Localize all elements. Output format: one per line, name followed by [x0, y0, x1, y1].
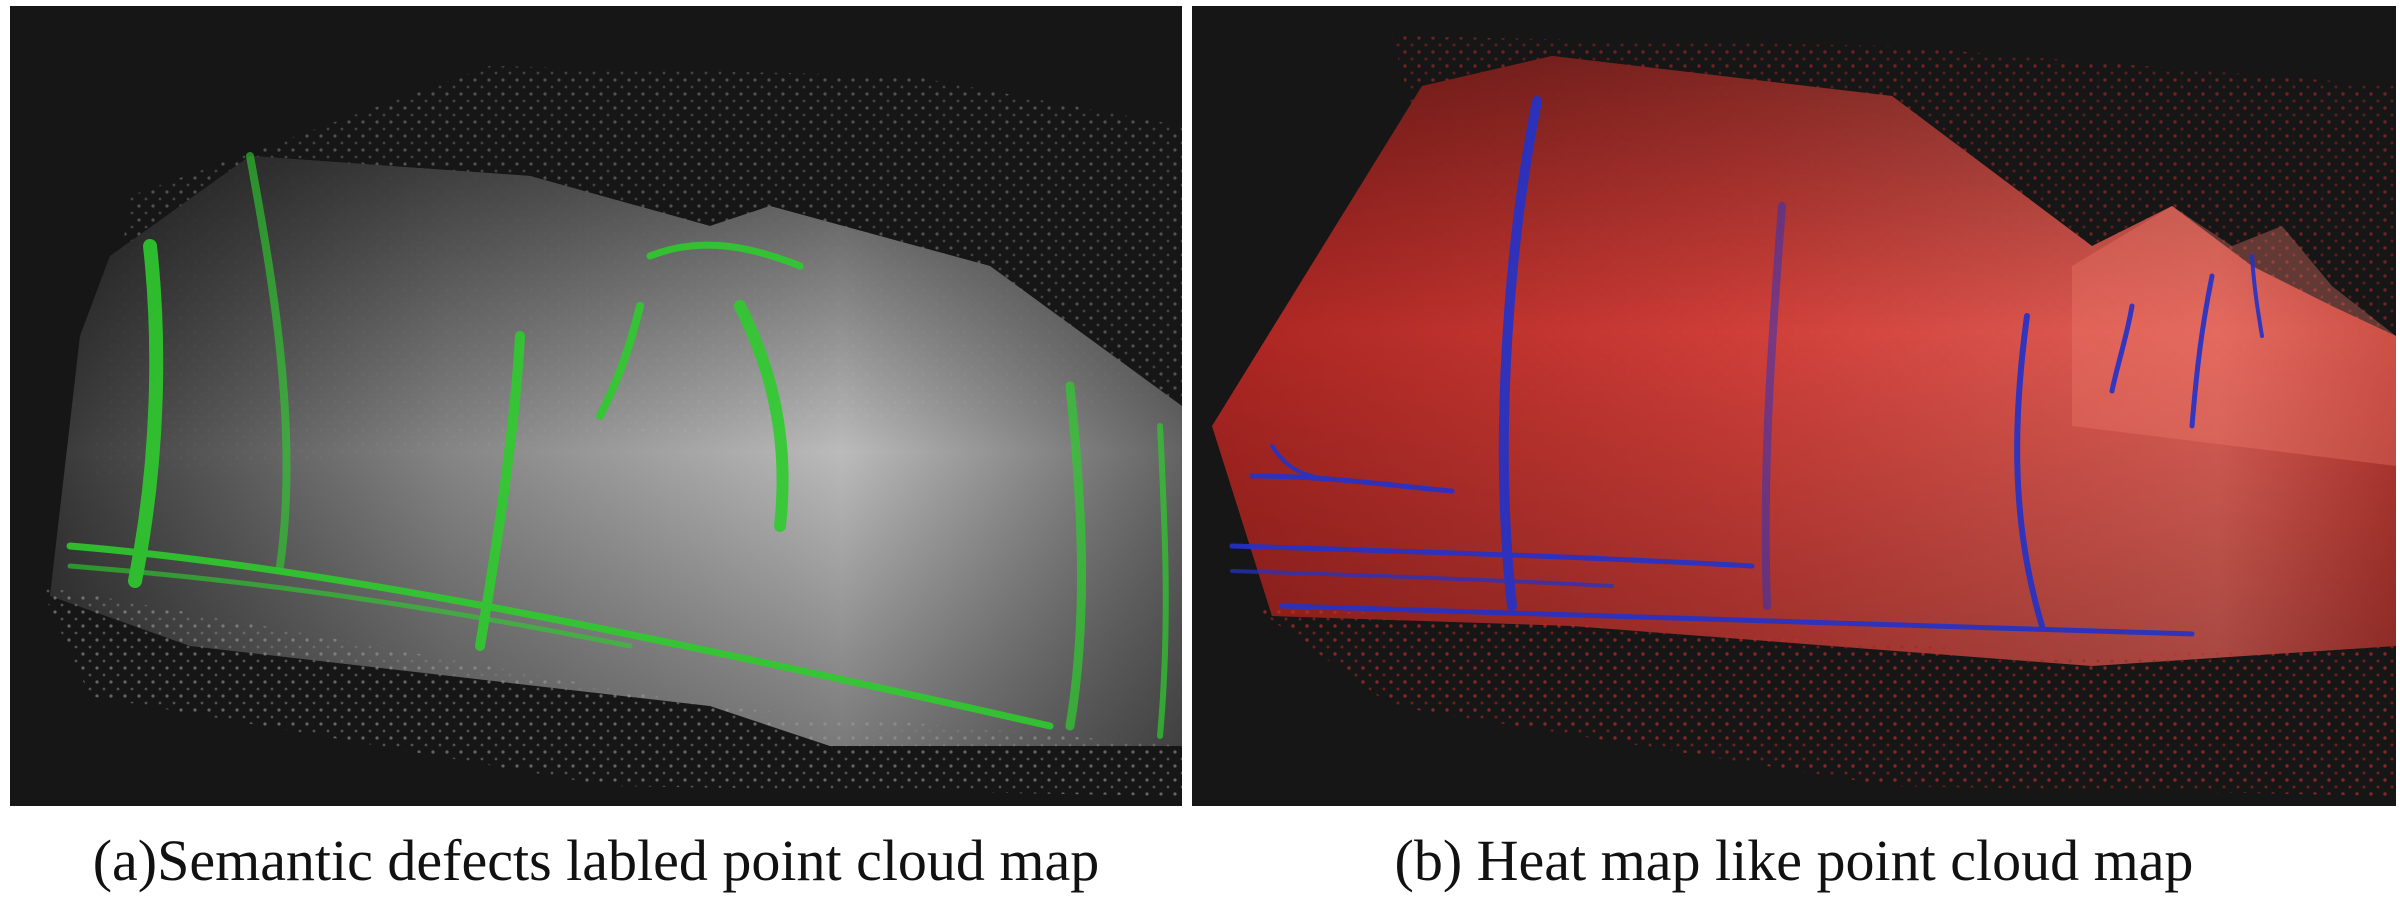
point-cloud-panel-a: [10, 6, 1182, 806]
semantic-point-cloud-image: [10, 6, 1182, 806]
point-cloud-panel-b: [1192, 6, 2396, 806]
caption-panel-b: (b) Heat map like point cloud map: [1394, 828, 2194, 893]
caption-panel-a: (a)Semantic defects labled point cloud m…: [92, 828, 1100, 893]
defect-heat-lines: [1229, 96, 2264, 637]
heatmap-point-cloud-image: [1192, 6, 2396, 806]
defect-labels: [66, 152, 1169, 739]
